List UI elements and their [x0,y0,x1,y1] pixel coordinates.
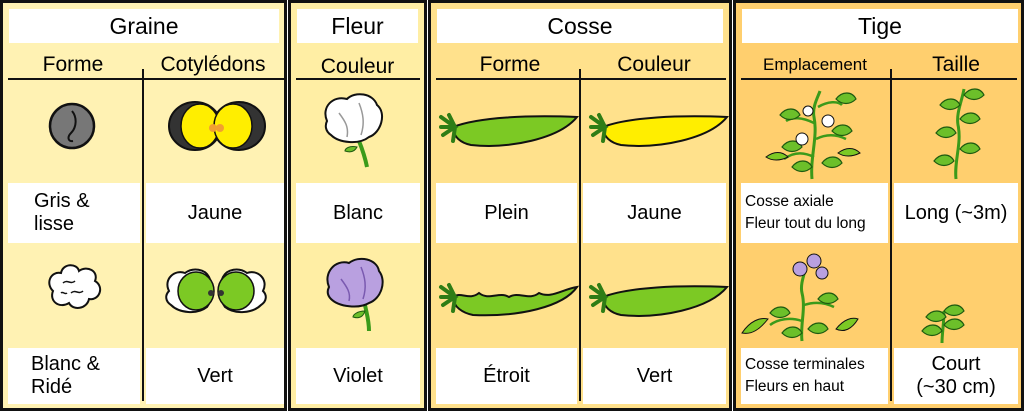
green-pod-icon [589,283,730,317]
graine-panel: Graine Forme Cotylédons Gris & lisse Jau… [0,0,287,411]
full-pod-icon [439,113,580,147]
white-flower-icon [324,93,384,168]
graine-title: Graine [9,9,279,43]
short-plant-terminal-icon [741,253,859,342]
tige-divider [741,78,1017,80]
cosse-panel: Cosse Forme Couleur Plein Jaune Étroit V… [428,0,732,411]
violet-flower-icon [326,257,384,332]
graine-col-divider [142,69,144,401]
cosse-r1-forme: Plein [436,183,577,243]
fleur-title: Fleur [297,9,418,43]
cosse-col-forme: Forme [479,53,541,76]
graine-r2-cot: Vert [146,348,284,404]
fleur-col-couleur: Couleur [320,55,395,78]
tige-col-taille: Taille [932,53,980,76]
tige-r2-taille: Court (~30 cm) [894,348,1018,404]
yellow-pod-icon [589,113,730,147]
tige-r1-taille: Long (~3m) [894,183,1018,243]
cosse-r2-couleur: Vert [583,348,726,404]
tige-title: Tige [742,9,1018,43]
graine-col-cotyledons: Cotylédons [160,53,266,76]
cosse-col-divider [579,69,581,401]
tige-panel: Tige Emplacement Taille Cosse axiale Fle… [733,0,1024,411]
fleur-panel: Fleur Couleur Blanc Violet [288,0,427,411]
fleur-r2: Violet [296,348,420,404]
short-plant-icon [921,304,965,344]
tige-col-divider [890,69,892,401]
tall-plant-axial-icon [765,90,861,180]
graine-divider [8,78,284,80]
cosse-divider [436,78,726,80]
cosse-title: Cosse [437,9,723,43]
graine-col-forme: Forme [42,53,104,76]
graine-r1-cot: Jaune [146,183,284,243]
cosse-r2-forme: Étroit [436,348,577,404]
tige-r1-emplacement: Cosse axiale Fleur tout du long [741,183,888,243]
graine-r1-forme: Gris & lisse [8,183,140,243]
white-pea-icon [48,264,102,309]
yellow-cotyledons-icon [168,101,266,151]
grey-pea-icon [48,102,96,150]
tall-plant-icon [933,88,985,180]
cosse-r1-couleur: Jaune [583,183,726,243]
graine-r2-forme: Blanc & Ridé [8,348,140,404]
tige-r2-emplacement: Cosse terminales Fleurs en haut [741,348,888,404]
cosse-col-couleur: Couleur [617,53,691,76]
fleur-r1: Blanc [296,183,420,243]
green-cotyledons-icon [165,268,267,313]
tige-col-emplacement: Emplacement [763,55,867,74]
narrow-pod-icon [439,283,580,317]
fleur-divider [296,78,420,80]
